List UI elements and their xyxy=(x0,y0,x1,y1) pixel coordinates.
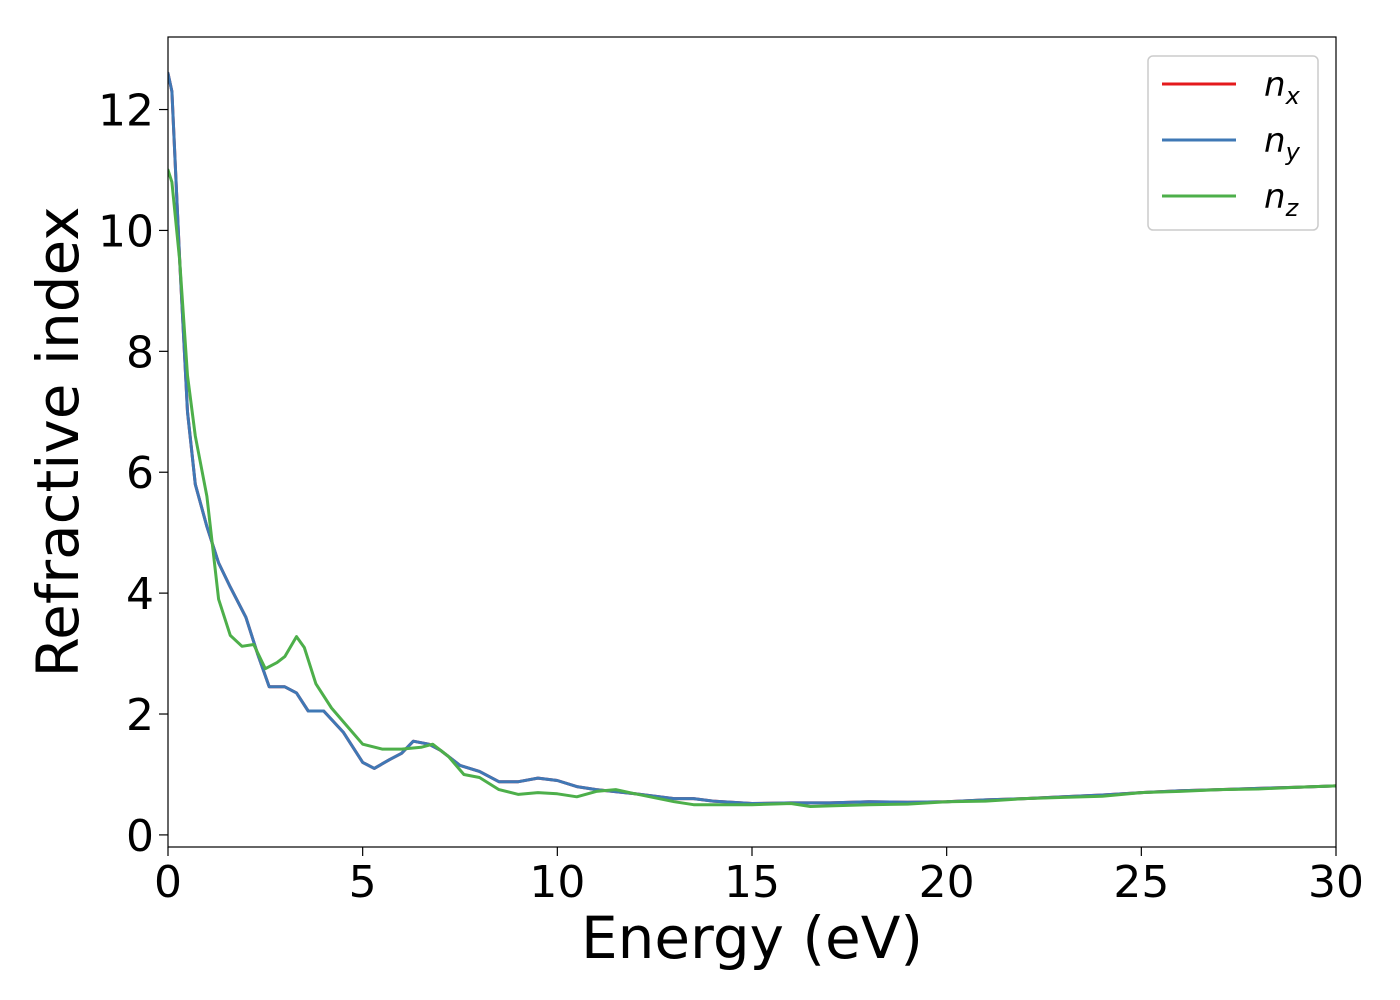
y-axis: 0 2 4 6 8 10 12 xyxy=(98,86,168,862)
y-tick-label: 4 xyxy=(126,569,154,620)
legend-entry-nz: nz xyxy=(1264,177,1300,222)
x-tick-label: 0 xyxy=(154,857,182,908)
y-tick-label: 10 xyxy=(98,206,154,257)
legend-box xyxy=(1147,55,1319,231)
legend: nx ny nz xyxy=(1147,55,1319,231)
y-tick-label: 0 xyxy=(126,811,154,862)
x-axis-label: Energy (eV) xyxy=(581,904,923,972)
y-axis-label: Refractive index xyxy=(24,206,92,677)
y-tick-label: 12 xyxy=(98,86,154,137)
x-tick-label: 10 xyxy=(529,857,585,908)
legend-entry-nx: nx xyxy=(1264,65,1301,110)
plot-area xyxy=(168,37,1336,847)
x-tick-label: 25 xyxy=(1113,857,1169,908)
x-axis: 0 5 10 15 20 25 30 xyxy=(154,847,1364,908)
x-tick-label: 20 xyxy=(919,857,975,908)
x-tick-label: 5 xyxy=(349,857,377,908)
x-tick-label: 15 xyxy=(724,857,780,908)
series-line-nz xyxy=(168,168,1336,808)
y-tick-label: 2 xyxy=(126,690,154,741)
x-tick-label: 30 xyxy=(1308,857,1364,908)
series-layer xyxy=(168,71,1336,808)
legend-entry-ny: ny xyxy=(1264,121,1301,166)
y-tick-label: 8 xyxy=(126,327,154,378)
y-tick-label: 6 xyxy=(126,448,154,499)
